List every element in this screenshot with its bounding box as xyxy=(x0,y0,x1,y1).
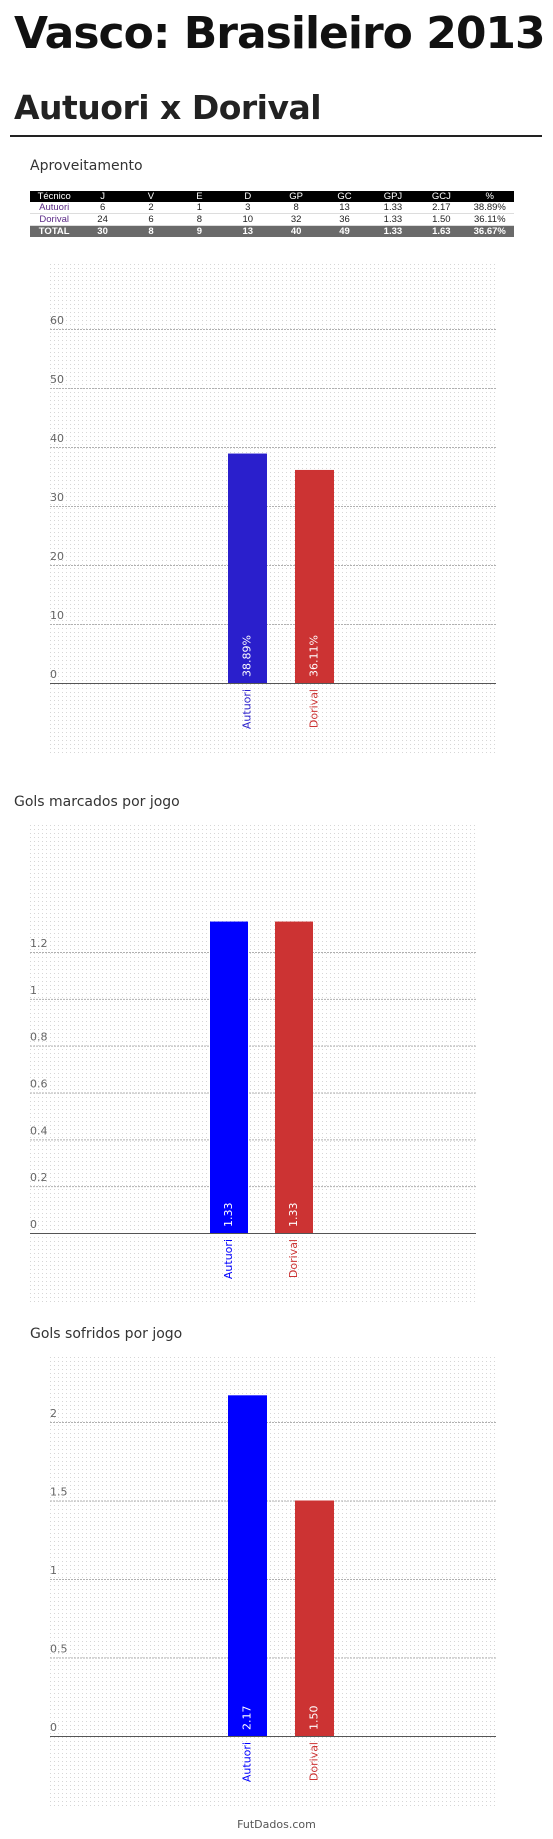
table-total-cell: 30 xyxy=(78,225,127,237)
table-header-cell: Técnico xyxy=(30,191,79,202)
bar-autuori xyxy=(228,1395,267,1736)
table-row: Autuori 6 2 1 3 8 13 1.33 2.17 38.89% xyxy=(30,202,514,214)
y-tick-label: 30 xyxy=(50,491,64,504)
section-label-aproveitamento: Aproveitamento xyxy=(30,158,143,174)
table-header-cell: D xyxy=(223,191,272,202)
chart-background xyxy=(30,825,476,1305)
table-header-cell: E xyxy=(175,191,224,202)
table-cell: 1.33 xyxy=(368,213,418,226)
table-cell: 10 xyxy=(223,213,272,226)
table-cell: Autuori xyxy=(30,202,79,214)
y-tick-label: 1 xyxy=(30,984,37,997)
table-header-cell: GPJ xyxy=(368,191,418,202)
table-cell: 38.89% xyxy=(465,202,514,214)
y-tick-label: 1 xyxy=(50,1564,57,1577)
stats-table: Técnico J V E D GP GC GPJ GCJ% Autuori 6 2 1 3 8 13 1.3… xyxy=(30,191,514,237)
chart-aproveitamento: 0 10 20 30 40 50 60 38.89% Autuori 36.11% Dorival xyxy=(50,264,496,754)
table-cell: 36.11% xyxy=(465,213,514,226)
y-tick-label: 0 xyxy=(50,1721,57,1734)
y-tick-label: 40 xyxy=(50,432,64,445)
category-label: Dorival xyxy=(308,689,321,728)
data-label: 1.33 xyxy=(287,1203,300,1228)
category-label: Dorival xyxy=(287,1239,300,1278)
table-total-cell: 1.33 xyxy=(368,225,418,237)
table-total-cell: 1.63 xyxy=(417,225,466,237)
table-total-cell: 8 xyxy=(126,225,176,237)
table-cell: 1.50 xyxy=(417,213,466,226)
bar-autuori xyxy=(228,453,267,683)
table-cell: 13 xyxy=(320,202,369,214)
table-total-cell: TOTAL xyxy=(30,225,79,237)
table-cell: 8 xyxy=(271,202,321,214)
y-tick-label: 0 xyxy=(30,1218,37,1231)
table-cell: 6 xyxy=(126,213,176,226)
chart-gols-sofridos: 0 0.5 1 1.5 2 2.17 Autuori 1.50 Dorival xyxy=(50,1357,496,1807)
table-cell: 6 xyxy=(78,202,127,214)
y-tick-label: 0 xyxy=(50,668,57,681)
footer-credit: FutDados.com xyxy=(237,1818,316,1831)
category-label: Autuori xyxy=(241,1742,254,1782)
page-title: Vasco: Brasileiro 2013 xyxy=(14,8,546,59)
bar-dorival xyxy=(295,469,334,683)
table-cell: 3 xyxy=(223,202,272,214)
category-label: Dorival xyxy=(308,1742,321,1781)
y-tick-label: 2 xyxy=(50,1407,57,1420)
y-tick-label: 1.5 xyxy=(50,1486,68,1499)
table-cell: 2 xyxy=(126,202,176,214)
table-header-row: Técnico J V E D GP GC GPJ GCJ% xyxy=(30,191,514,202)
chart-background xyxy=(50,1357,496,1807)
table-total-row: TOTAL 30 8 9 13 40 49 1.33 1.63 36.67% xyxy=(30,225,514,237)
table-header-cell: GC xyxy=(320,191,369,202)
chart-background xyxy=(50,264,496,754)
table-cell: 32 xyxy=(271,213,321,226)
bar-dorival xyxy=(295,1500,334,1736)
data-label: 2.17 xyxy=(241,1706,254,1731)
title-divider xyxy=(10,135,542,137)
table-cell: 1.33 xyxy=(368,202,418,214)
y-tick-label: 60 xyxy=(50,314,64,327)
y-tick-label: 0.5 xyxy=(50,1643,68,1656)
table-header-cell: % xyxy=(465,191,514,202)
table-header-cell: GP xyxy=(271,191,321,202)
table-cell: 8 xyxy=(175,213,224,226)
bar-autuori xyxy=(210,921,248,1233)
chart-gols-marcados: 0 0.2 0.4 0.6 0.8 1 1.2 1.33 Autuori 1.33 Dorival xyxy=(30,825,476,1305)
table-total-cell: 36.67% xyxy=(465,225,514,237)
table-header-cell: J xyxy=(78,191,127,202)
y-tick-label: 0.6 xyxy=(30,1078,48,1091)
table-cell: 1 xyxy=(175,202,224,214)
section-label-gols-marcados: Gols marcados por jogo xyxy=(14,794,180,810)
y-tick-label: 20 xyxy=(50,550,64,563)
bar-dorival xyxy=(275,921,313,1233)
page-subtitle: Autuori x Dorival xyxy=(14,88,322,127)
table-cell: 24 xyxy=(78,213,127,226)
table-total-cell: 9 xyxy=(175,225,224,237)
data-label: 36.11% xyxy=(308,635,321,677)
table-total-cell: 13 xyxy=(223,225,272,237)
table-header-cell: GCJ xyxy=(417,191,466,202)
y-tick-label: 0.2 xyxy=(30,1171,48,1184)
table-total-cell: 40 xyxy=(271,225,321,237)
y-tick-label: 10 xyxy=(50,609,64,622)
data-label: 1.50 xyxy=(308,1706,321,1731)
y-tick-label: 0.8 xyxy=(30,1031,48,1044)
table-header-cell: V xyxy=(126,191,176,202)
category-label: Autuori xyxy=(241,689,254,729)
section-label-gols-sofridos: Gols sofridos por jogo xyxy=(30,1326,183,1342)
table-cell: Dorival xyxy=(30,213,79,226)
table-cell: 36 xyxy=(320,213,369,226)
y-tick-label: 1.2 xyxy=(30,937,48,950)
y-tick-label: 0.4 xyxy=(30,1124,48,1137)
y-tick-label: 50 xyxy=(50,373,64,386)
table-cell: 2.17 xyxy=(417,202,466,214)
table-total-cell: 49 xyxy=(320,225,369,237)
data-label: 38.89% xyxy=(241,635,254,677)
category-label: Autuori xyxy=(222,1239,235,1279)
table-row: Dorival 24 6 8 10 32 36 1.33 1.50 36.11% xyxy=(30,213,514,226)
data-label: 1.33 xyxy=(222,1203,235,1228)
